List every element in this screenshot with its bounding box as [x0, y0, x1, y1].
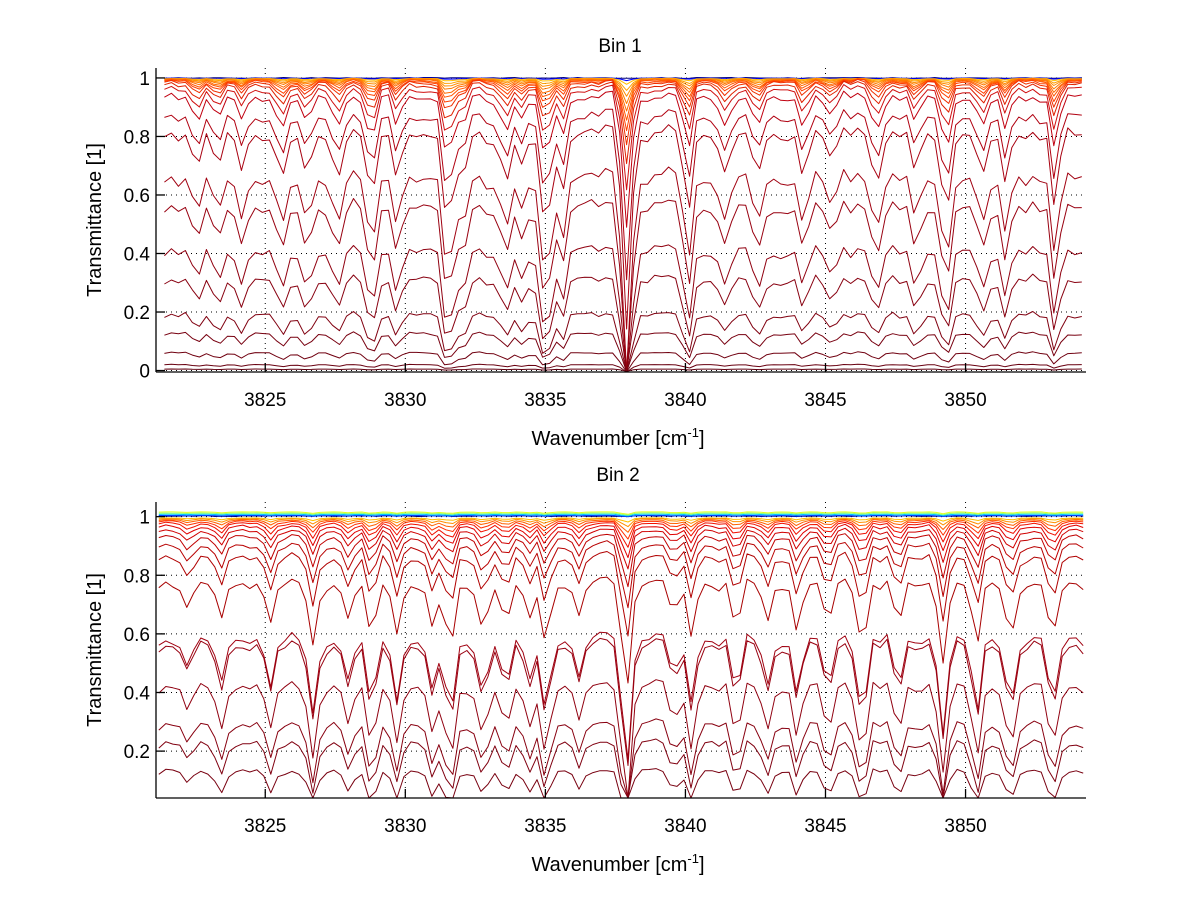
y-tick-label: 0.6 [124, 625, 150, 646]
x-tick-label: 3825 [244, 390, 286, 411]
y-tick-label: 0 [139, 362, 150, 383]
y-tick-labels: 0.2 0.4 0.6 0.8 1 [124, 508, 151, 763]
x-axis-label: Wavenumber [cm-1] [531, 851, 704, 876]
y-tick-label: 0.6 [124, 186, 150, 207]
series-line-s14 [158, 540, 1084, 609]
x-axis-label-end: ] [699, 854, 705, 876]
grid [156, 68, 1086, 372]
series-line-s8 [164, 78, 1082, 121]
x-tick-label: 3845 [804, 816, 846, 837]
series-layer [164, 77, 1082, 373]
series-line-s24 [164, 368, 1082, 372]
y-tick-label: 0.8 [124, 566, 150, 587]
series-line-s19 [158, 679, 1084, 799]
grid [156, 502, 1086, 798]
series-line-s22 [164, 351, 1082, 373]
panel-bin-1: Bin 1 3825 3830 3835 3840 3845 3850 0 0.2 0.4 0.… [84, 36, 1086, 450]
series-line-s5 [164, 78, 1082, 97]
series-line-s12 [158, 527, 1084, 570]
x-tick-label: 3850 [944, 816, 986, 837]
series-line-s3 [158, 513, 1084, 517]
series-line-s14 [164, 108, 1082, 281]
series-line-s21 [164, 331, 1082, 373]
series-line-s18 [164, 244, 1082, 373]
series-line-s6 [158, 517, 1084, 523]
series-line-s5 [158, 511, 1084, 515]
x-tick-label: 3830 [384, 390, 426, 411]
series-line-s7 [158, 518, 1084, 528]
series-line-s21 [158, 738, 1084, 799]
x-tick-label: 3835 [524, 816, 566, 837]
series-line-s15 [158, 551, 1084, 637]
series-line-s15 [164, 124, 1082, 330]
x-tick-label: 3830 [384, 816, 426, 837]
chart-title: Bin 2 [596, 465, 639, 486]
x-tick-label: 3840 [664, 390, 706, 411]
series-line-s2 [158, 514, 1084, 518]
axes [155, 68, 1086, 373]
y-axis-label: Transmittance [1] [84, 143, 106, 297]
y-tick-label: 0.4 [124, 245, 151, 266]
y-tick-label: 0.8 [124, 127, 150, 148]
y-tick-label: 1 [139, 508, 150, 529]
x-tick-label: 3825 [244, 816, 286, 837]
y-axis-label: Transmittance [1] [84, 573, 106, 727]
x-tick-labels: 3825 3830 3835 3840 3845 3850 [244, 816, 987, 837]
series-line-s17 [158, 631, 1084, 760]
x-tick-label: 3835 [524, 390, 566, 411]
x-axis-label-end: ] [699, 428, 705, 450]
x-axis-label: Wavenumber [cm-1] [531, 425, 704, 450]
series-line-s8 [158, 519, 1084, 533]
series-line-s20 [164, 311, 1082, 373]
y-tick-label: 0.4 [124, 683, 151, 704]
series-line-s13 [164, 90, 1082, 228]
y-tick-label: 0.2 [124, 303, 150, 324]
x-axis-label-superscript: -1 [687, 851, 699, 866]
series-line-s19 [164, 273, 1082, 373]
series-line-s16 [164, 166, 1082, 373]
y-tick-label: 0.2 [124, 742, 150, 763]
x-tick-labels: 3825 3830 3835 3840 3845 3850 [244, 390, 987, 411]
series-line-s13 [158, 533, 1084, 588]
x-tick-label: 3845 [804, 390, 846, 411]
series-line-s18 [158, 637, 1084, 766]
axes [155, 502, 1086, 799]
series-line-s10 [158, 521, 1084, 548]
series-line-s12 [164, 84, 1082, 191]
x-axis-label-text: Wavenumber [cm [531, 428, 687, 450]
series-line-s4 [158, 512, 1084, 516]
series-line-s10 [164, 78, 1082, 146]
x-axis-label-text: Wavenumber [cm [531, 854, 687, 876]
series-line-s9 [158, 520, 1084, 540]
series-layer [158, 511, 1084, 799]
series-line-s23 [164, 363, 1082, 373]
chart-title: Bin 1 [598, 36, 641, 57]
series-line-s20 [158, 718, 1084, 799]
y-tick-label: 1 [139, 69, 150, 90]
series-line-s11 [164, 80, 1082, 165]
x-tick-label: 3850 [944, 390, 986, 411]
series-line-s11 [158, 523, 1084, 559]
y-tick-labels: 0 0.2 0.4 0.6 0.8 1 [124, 69, 151, 383]
x-axis-label-superscript: -1 [687, 425, 699, 440]
series-line-s16 [158, 576, 1084, 684]
panel-bin-2: Bin 2 3825 3830 3835 3840 3845 3850 0.2 0.4 0.6… [84, 465, 1086, 876]
series-line-s17 [164, 198, 1082, 373]
x-tick-label: 3840 [664, 816, 706, 837]
